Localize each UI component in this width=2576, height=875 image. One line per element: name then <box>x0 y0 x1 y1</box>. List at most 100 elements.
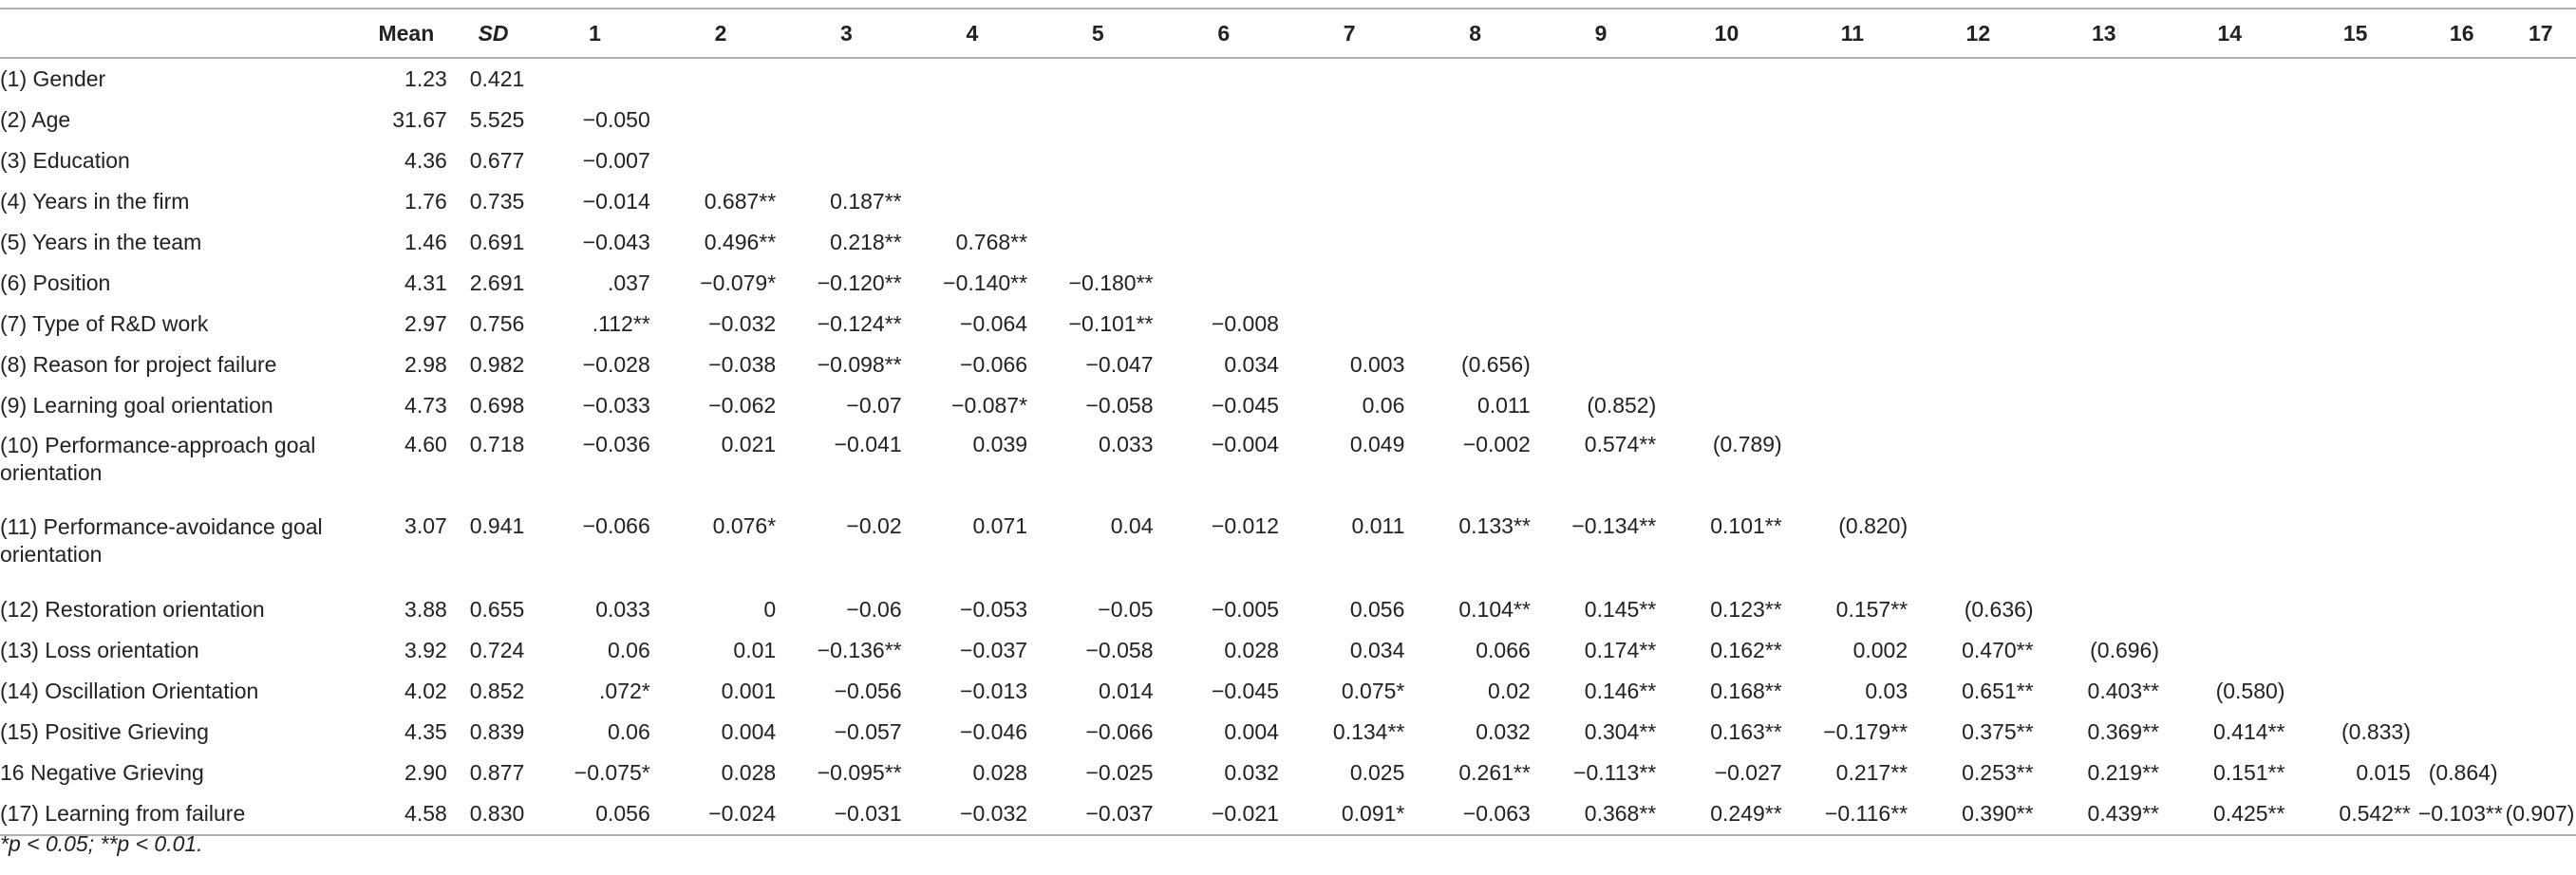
corr-cell <box>1790 140 1915 181</box>
corr-cell: −0.066 <box>960 352 1028 377</box>
corr-cell <box>1161 58 1287 100</box>
corr-cell <box>1035 222 1160 263</box>
corr-cell: −0.062 <box>708 393 777 418</box>
corr-cell: 0.011 <box>1476 393 1531 418</box>
corr-cell <box>1287 100 1412 140</box>
corr-cell: 0.014 <box>1098 679 1154 703</box>
corr-cell <box>2292 222 2417 263</box>
corr-cell: 0.174** <box>1584 638 1657 662</box>
corr-cell: (0.656) <box>1460 352 1531 377</box>
corr-cell: −0.012 <box>1211 513 1279 538</box>
mean-cell: 4.36 <box>404 148 447 173</box>
corr-cell: 0.249** <box>1664 793 1790 836</box>
header-col-6: 4 <box>909 8 1036 59</box>
header-col-1: Mean <box>357 8 455 59</box>
corr-cell: 0.390** <box>1915 793 2041 836</box>
header-col-4: 2 <box>657 8 784 59</box>
corr-cell: (0.789) <box>1712 432 1782 456</box>
table-row: (4) Years in the firm 1.76 0.735 −0.014 0.68… <box>0 181 2576 222</box>
corr-cell: 0.03 <box>1865 679 1908 703</box>
corr-cell: −0.07 <box>846 393 902 418</box>
corr-cell: −0.014 <box>582 189 650 214</box>
corr-cell <box>2506 508 2576 589</box>
corr-cell <box>2418 630 2506 671</box>
corr-cell <box>1287 140 1412 181</box>
corr-cell: .112** <box>592 311 650 336</box>
header-variable <box>0 8 358 59</box>
corr-cell: 0.039 <box>972 432 1028 456</box>
corr-cell <box>658 140 783 181</box>
corr-cell <box>1664 140 1789 181</box>
corr-cell: 0.368** <box>1537 793 1664 836</box>
row-label: (3) Education <box>0 148 130 173</box>
corr-cell: 0.033 <box>595 597 650 622</box>
header-col-15: 13 <box>2040 8 2167 59</box>
row-label: (7) Type of R&D work <box>0 311 209 336</box>
mean-cell: 2.97 <box>404 311 447 336</box>
corr-cell <box>2167 140 2292 181</box>
mean-cell: 4.58 <box>357 793 455 836</box>
corr-cell <box>1287 222 1412 263</box>
corr-cell: 0.075* <box>1341 679 1405 703</box>
corr-cell <box>2506 344 2576 385</box>
corr-cell <box>2506 140 2576 181</box>
corr-cell <box>2167 222 2292 263</box>
corr-cell: 0.187** <box>830 189 902 214</box>
corr-cell: −0.06 <box>846 597 902 622</box>
row-label: (4) Years in the firm <box>0 189 190 214</box>
corr-cell <box>2041 58 2167 100</box>
corr-cell <box>1287 181 1412 222</box>
corr-cell: −0.140** <box>943 270 1028 295</box>
corr-cell <box>1412 181 1537 222</box>
table-row: (12) Restoration orientation 3.88 0.655 0.0… <box>0 589 2576 630</box>
corr-cell: −0.179** <box>1823 719 1908 744</box>
corr-cell <box>2292 181 2417 222</box>
corr-cell <box>2418 100 2506 140</box>
corr-cell <box>2292 140 2417 181</box>
table-row: (9) Learning goal orientation 4.73 0.698 −0… <box>0 385 2576 426</box>
corr-cell <box>2292 426 2417 508</box>
corr-cell <box>2418 344 2506 385</box>
corr-cell: 0.06 <box>607 638 650 662</box>
corr-cell: −0.031 <box>783 793 910 836</box>
corr-cell <box>2506 753 2576 793</box>
corr-cell <box>532 58 657 100</box>
mean-cell: 3.88 <box>404 597 447 622</box>
corr-cell <box>2041 100 2167 140</box>
corr-cell <box>1161 263 1287 304</box>
corr-cell <box>1412 100 1537 140</box>
corr-cell: 0.04 <box>1110 513 1154 538</box>
corr-cell: 0.049 <box>1349 432 1405 456</box>
corr-cell: −0.058 <box>1085 393 1154 418</box>
row-label: (11) Performance-avoidance goal orientat… <box>0 514 323 567</box>
corr-cell: 0.028 <box>1224 638 1279 662</box>
corr-cell <box>2041 344 2167 385</box>
corr-cell: 0.133** <box>1458 513 1531 538</box>
row-label: (2) Age <box>0 107 71 132</box>
mean-cell: 2.98 <box>404 352 447 377</box>
corr-cell: 0.414** <box>2212 719 2285 744</box>
corr-cell: 0.025 <box>1349 760 1405 785</box>
corr-cell <box>658 100 783 140</box>
corr-cell <box>1161 100 1287 140</box>
corr-cell <box>1915 100 2040 140</box>
table-row: (11) Performance-avoidance goal orientat… <box>0 508 2576 589</box>
corr-cell: 0.218** <box>830 230 902 254</box>
sd-cell: 0.839 <box>469 719 525 744</box>
sd-cell: 0.852 <box>469 679 525 703</box>
corr-cell <box>2292 100 2417 140</box>
corr-cell <box>2167 426 2292 508</box>
corr-cell <box>1161 222 1287 263</box>
corr-cell: −0.041 <box>834 432 902 456</box>
corr-cell <box>2041 222 2167 263</box>
corr-cell: −0.116** <box>1789 793 1916 836</box>
corr-cell <box>1790 100 1915 140</box>
corr-cell: 0.134** <box>1332 719 1405 744</box>
corr-cell: 0.032 <box>1224 760 1279 785</box>
row-label: (8) Reason for project failure <box>0 352 277 377</box>
sd-cell: 0.724 <box>469 638 525 662</box>
sd-cell: 2.691 <box>469 270 525 295</box>
corr-cell: 0.06 <box>1362 393 1405 418</box>
corr-cell: 0.496** <box>704 230 777 254</box>
corr-cell: 0.439** <box>2040 793 2167 836</box>
